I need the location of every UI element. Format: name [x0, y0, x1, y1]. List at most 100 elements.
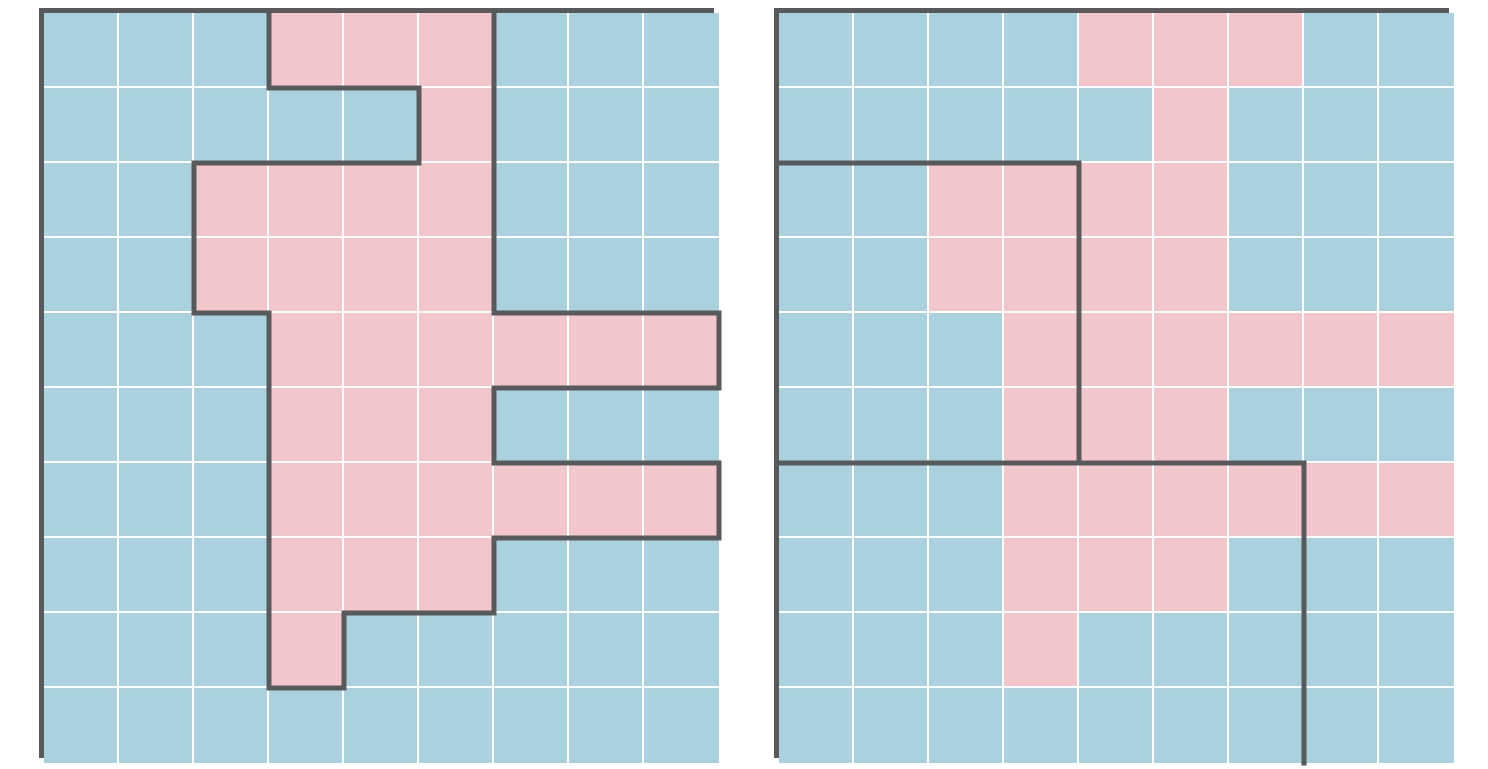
cell	[569, 463, 644, 538]
cell	[44, 163, 119, 238]
cell	[269, 388, 344, 463]
cell	[494, 88, 569, 163]
cell	[344, 313, 419, 388]
cell	[1154, 688, 1229, 763]
cell	[494, 13, 569, 88]
cell	[1004, 388, 1079, 463]
cell	[494, 538, 569, 613]
cell	[119, 238, 194, 313]
cell	[44, 538, 119, 613]
cell	[644, 13, 719, 88]
cell	[1379, 238, 1454, 313]
cell	[1079, 538, 1154, 613]
cell	[194, 13, 269, 88]
cell	[1154, 13, 1229, 88]
cell	[1229, 463, 1304, 538]
cell	[419, 688, 494, 763]
cell	[1229, 688, 1304, 763]
cell	[1379, 538, 1454, 613]
cell	[779, 388, 854, 463]
cell	[1379, 88, 1454, 163]
cell	[494, 463, 569, 538]
cell	[1379, 388, 1454, 463]
cell	[1229, 388, 1304, 463]
cell	[779, 13, 854, 88]
cell	[194, 613, 269, 688]
cell	[1304, 163, 1379, 238]
cell	[44, 688, 119, 763]
cell	[644, 463, 719, 538]
cell	[569, 613, 644, 688]
cell	[44, 463, 119, 538]
cell	[1229, 313, 1304, 388]
cell	[1304, 13, 1379, 88]
cell	[1304, 238, 1379, 313]
cell	[779, 163, 854, 238]
diagram-container	[0, 0, 1488, 766]
cell	[569, 238, 644, 313]
cell	[344, 463, 419, 538]
cell	[344, 163, 419, 238]
cell	[929, 313, 1004, 388]
cell	[1004, 688, 1079, 763]
cell	[779, 238, 854, 313]
cell	[1004, 463, 1079, 538]
cell	[119, 13, 194, 88]
cell	[494, 613, 569, 688]
cell	[644, 88, 719, 163]
cell	[1154, 238, 1229, 313]
cell	[269, 238, 344, 313]
cell	[854, 163, 929, 238]
cell	[119, 163, 194, 238]
cell	[644, 388, 719, 463]
cell	[269, 313, 344, 388]
cell	[569, 88, 644, 163]
cell	[119, 313, 194, 388]
cell	[494, 388, 569, 463]
cell	[1379, 613, 1454, 688]
cell	[569, 163, 644, 238]
cell	[779, 463, 854, 538]
cell	[1379, 13, 1454, 88]
cell	[44, 238, 119, 313]
cell	[779, 613, 854, 688]
cell	[1304, 688, 1379, 763]
cell	[344, 388, 419, 463]
cell	[1004, 238, 1079, 313]
cell	[1379, 163, 1454, 238]
cell	[194, 388, 269, 463]
cell	[494, 313, 569, 388]
cell	[344, 538, 419, 613]
cell	[1229, 613, 1304, 688]
cell	[419, 388, 494, 463]
cell	[1229, 538, 1304, 613]
cell	[269, 463, 344, 538]
cell	[1304, 538, 1379, 613]
cell	[1079, 313, 1154, 388]
cell	[644, 313, 719, 388]
cell	[494, 238, 569, 313]
cell	[194, 688, 269, 763]
grid-1	[774, 8, 1449, 758]
cell	[1379, 313, 1454, 388]
cell	[854, 388, 929, 463]
cell	[1229, 238, 1304, 313]
cell	[344, 238, 419, 313]
cell	[269, 13, 344, 88]
cell	[194, 238, 269, 313]
cell	[344, 613, 419, 688]
cell	[269, 613, 344, 688]
grid-0	[39, 8, 714, 758]
cell	[569, 313, 644, 388]
cell	[929, 163, 1004, 238]
cell	[854, 313, 929, 388]
cell	[344, 13, 419, 88]
cell	[1079, 163, 1154, 238]
cell	[1004, 613, 1079, 688]
cell	[644, 613, 719, 688]
cell	[344, 688, 419, 763]
cell	[119, 613, 194, 688]
grid-wrap-0	[39, 8, 714, 758]
cell	[419, 463, 494, 538]
cell	[1304, 88, 1379, 163]
